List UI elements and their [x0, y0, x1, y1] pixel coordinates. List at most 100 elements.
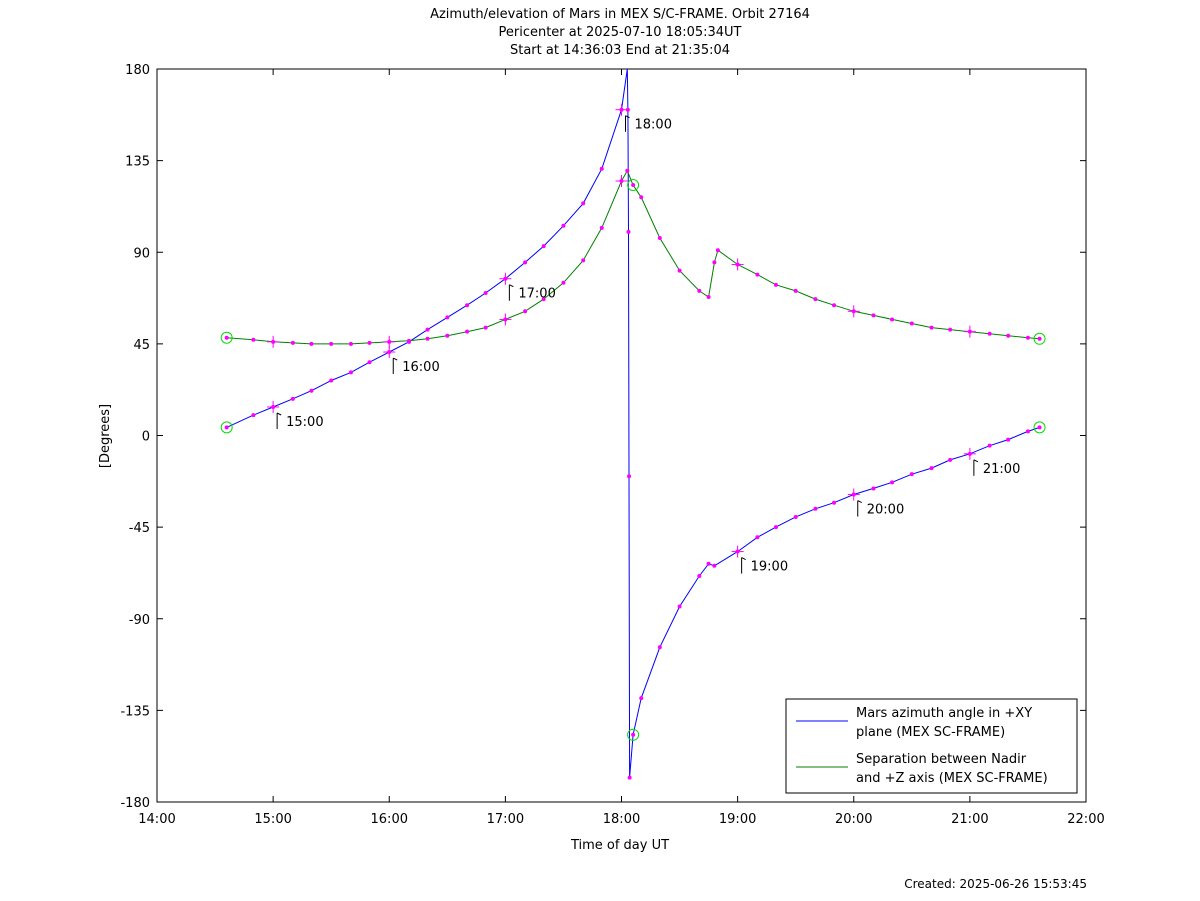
- sample-point: [626, 229, 631, 234]
- sample-point: [832, 303, 837, 308]
- title-line: Pericenter at 2025-07-10 18:05:34UT: [498, 25, 741, 40]
- sample-point: [890, 480, 895, 485]
- sample-point: [599, 166, 604, 171]
- y-tick-label: 180: [125, 63, 150, 78]
- legend-entry-1: plane (MEX SC-FRAME): [856, 725, 1005, 740]
- sample-point: [677, 268, 682, 273]
- sample-point: [465, 303, 470, 308]
- sample-point: [251, 337, 256, 342]
- sample-point: [871, 486, 876, 491]
- sample-point: [697, 573, 702, 578]
- sample-point: [1006, 437, 1011, 442]
- x-tick-label: 20:00: [835, 812, 872, 827]
- y-tick-label: 135: [125, 155, 150, 170]
- x-axis-label: Time of day UT: [570, 838, 669, 853]
- x-tick-label: 16:00: [371, 812, 408, 827]
- sample-point: [987, 331, 992, 336]
- sample-point: [712, 260, 717, 265]
- sample-point: [890, 317, 895, 322]
- sample-point: [813, 297, 818, 302]
- sample-point: [1037, 336, 1042, 341]
- sample-point: [348, 341, 353, 346]
- chart-title: Azimuth/elevation of Mars in MEX S/C-FRA…: [430, 7, 810, 58]
- sample-point: [224, 335, 229, 340]
- legend-box: [785, 698, 1078, 794]
- annotation-pointer: [393, 357, 398, 361]
- sample-point: [639, 696, 644, 701]
- x-tick-label: 22:00: [1067, 812, 1104, 827]
- endpoint-circle: [220, 421, 233, 434]
- endpoint-circle: [1033, 421, 1046, 434]
- created-timestamp: Created: 2025-06-26 15:53:45: [904, 877, 1087, 891]
- sample-point: [871, 313, 876, 318]
- sample-point: [929, 466, 934, 471]
- x-tick-label: 18:00: [603, 812, 640, 827]
- sample-point: [627, 474, 632, 479]
- sample-point: [348, 370, 353, 375]
- sample-point: [445, 333, 450, 338]
- sample-point: [1006, 333, 1011, 338]
- sample-point: [773, 525, 778, 530]
- sample-point: [483, 325, 488, 330]
- sample-point: [290, 396, 295, 401]
- y-axis-label: [Degrees]: [98, 404, 113, 468]
- endpoint-circle: [1033, 332, 1046, 345]
- sample-point: [657, 645, 662, 650]
- sample-point: [581, 201, 586, 206]
- y-tick-label: 0: [142, 430, 150, 445]
- sample-point: [813, 506, 818, 511]
- sample-point: [251, 413, 256, 418]
- sample-point: [715, 248, 720, 253]
- sample-point: [367, 340, 372, 345]
- x-tick-label: 15:00: [254, 812, 291, 827]
- sample-point: [625, 168, 630, 173]
- x-axis: 14:00 15:00 16:00 17:00 18:00 19:00 20:00 21:00…: [138, 69, 1105, 827]
- sample-point: [639, 195, 644, 200]
- legend-entry-1: Mars azimuth angle in +XY: [856, 706, 1032, 721]
- sample-point: [755, 535, 760, 540]
- annotation-label: 18:00: [635, 118, 672, 133]
- sample-point: [793, 514, 798, 519]
- annotation-pointer: [509, 284, 514, 288]
- sample-point: [948, 457, 953, 462]
- series-layer: [224, 68, 1042, 780]
- endpoint-markers: [220, 179, 1046, 741]
- annotation-label: 21:00: [983, 462, 1020, 477]
- sample-point: [425, 327, 430, 332]
- sample-point: [599, 225, 604, 230]
- sample-point: [329, 378, 334, 383]
- title-line: Start at 14:36:03 End at 21:35:04: [510, 43, 730, 58]
- y-tick-label: 90: [133, 246, 150, 261]
- sample-point: [832, 500, 837, 505]
- sample-point: [561, 280, 566, 285]
- x-tick-label: 21:00: [951, 812, 988, 827]
- y-tick-label: -135: [120, 704, 150, 719]
- sample-point: [465, 329, 470, 334]
- y-tick-label: -45: [129, 521, 150, 536]
- annotation-label: 17:00: [518, 287, 555, 302]
- y-tick-label: -180: [120, 796, 150, 811]
- annotation-pointer: [741, 557, 746, 561]
- annotation-pointer: [276, 412, 282, 416]
- sample-point: [309, 388, 314, 393]
- sample-point: [367, 360, 372, 365]
- sample-point: [1025, 429, 1030, 434]
- annotation-label: 15:00: [286, 415, 323, 430]
- title-line: Azimuth/elevation of Mars in MEX S/C-FRA…: [430, 7, 810, 22]
- legend: Mars azimuth angle in +XY plane (MEX SC-F…: [785, 698, 1078, 794]
- sample-point: [1037, 425, 1042, 430]
- series-line-1: [226, 68, 1040, 778]
- sample-point: [406, 338, 411, 343]
- sample-point: [224, 425, 229, 430]
- sample-point: [948, 327, 953, 332]
- sample-point: [627, 775, 632, 780]
- time-annotations: 15:00 16:00 17:00 18:00 19:00 20:00 21:00: [276, 115, 1020, 575]
- y-tick-label: -90: [129, 613, 150, 628]
- annotation-pointer: [857, 500, 862, 503]
- series-line-2: [226, 169, 1040, 345]
- legend-entry-2: and +Z axis (MEX SC-FRAME): [856, 771, 1048, 786]
- sample-point: [329, 341, 334, 346]
- sample-point: [773, 282, 778, 287]
- sample-point: [523, 260, 528, 265]
